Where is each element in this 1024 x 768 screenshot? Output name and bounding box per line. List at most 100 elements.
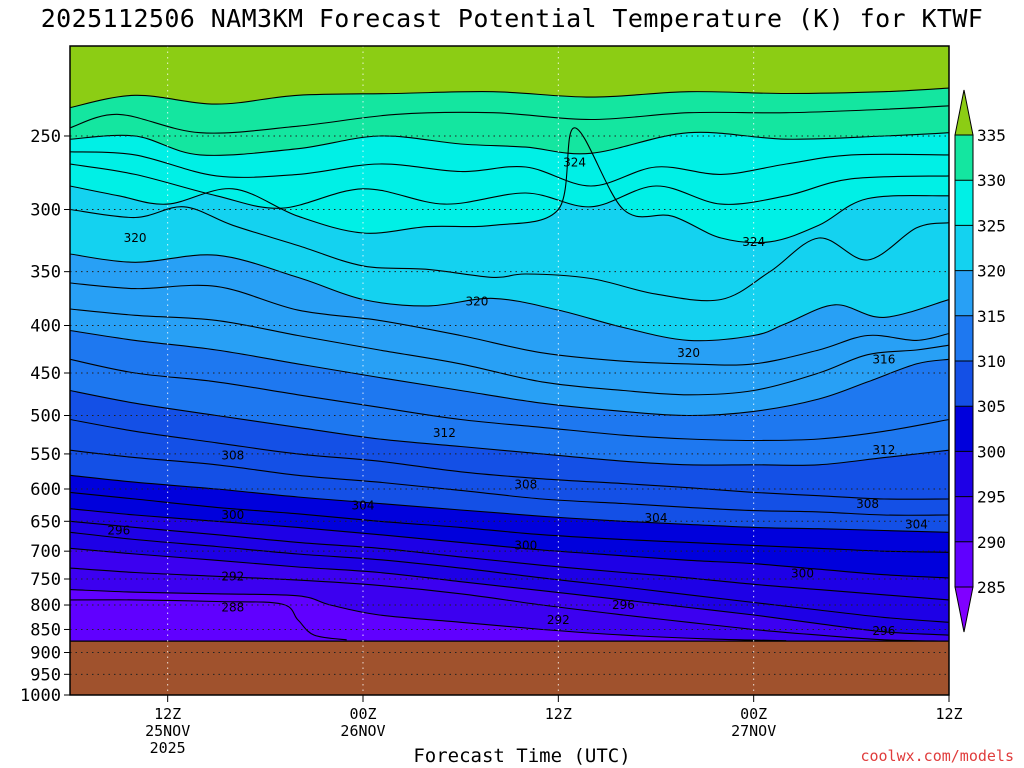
colorbar-label: 310 [977, 352, 1006, 371]
contour-label-312: 312 [433, 426, 456, 440]
contour-label-296: 296 [612, 598, 635, 612]
contour-label-300: 300 [221, 508, 244, 522]
colorbar-segment [955, 383, 973, 407]
contour-302 [70, 491, 949, 553]
colorbar-segment [955, 541, 973, 565]
contour-label-320: 320 [677, 346, 700, 360]
y-tick-label: 550 [30, 445, 61, 465]
contour-330 [70, 131, 949, 156]
x-tick-label: 25NOV [145, 722, 190, 740]
y-tick-label: 1000 [20, 686, 61, 706]
colorbar-segment [955, 248, 973, 272]
credit-link[interactable]: coolwx.com/models [860, 747, 1014, 765]
colorbar-high-arrow [954, 89, 974, 136]
x-tick-label: 00Z [349, 705, 376, 723]
chart-title: 2025112506 NAM3KM Forecast Potential Tem… [40, 4, 984, 33]
y-tick-label: 450 [30, 364, 61, 384]
contour-label-308: 308 [856, 497, 879, 511]
x-axis-label: Forecast Time (UTC) [413, 745, 631, 767]
colorbar-segment [955, 225, 973, 249]
colorbar-segment [955, 157, 973, 181]
contour-label-324: 324 [742, 235, 765, 249]
y-tick-label: 350 [30, 263, 61, 283]
colorbar-label: 330 [977, 171, 1006, 190]
colorbar-segment [955, 496, 973, 520]
contour-320 [70, 253, 949, 342]
y-tick-label: 600 [30, 480, 61, 500]
y-tick-label: 900 [30, 644, 61, 664]
y-tick-label: 250 [30, 127, 61, 147]
colorbar-segment [955, 270, 973, 294]
y-tick-label: 500 [30, 406, 61, 426]
contour-308 [70, 418, 949, 500]
contour-label-308: 308 [514, 477, 537, 491]
contour-296 [70, 531, 949, 623]
contour-label-308: 308 [221, 448, 244, 462]
x-tick-label: 26NOV [340, 722, 385, 740]
colorbar-segment [955, 202, 973, 226]
colorbar-label: 290 [977, 533, 1006, 552]
colorbar-label: 300 [977, 442, 1006, 461]
contour-label-296: 296 [872, 624, 895, 638]
contour-332 [70, 105, 949, 134]
contour-label-292: 292 [221, 569, 244, 583]
colorbar-label: 285 [977, 578, 1006, 597]
colorbar-segment [955, 315, 973, 339]
colorbar-segment [955, 293, 973, 317]
contour-label-292: 292 [547, 613, 570, 627]
colorbar-segment [955, 428, 973, 452]
grid-lines [70, 46, 949, 695]
colorbar-segment [955, 519, 973, 543]
y-tick-label: 950 [30, 665, 61, 685]
colorbar-label: 295 [977, 488, 1006, 507]
contour-label-304: 304 [905, 517, 928, 531]
contour-314 [70, 329, 949, 417]
contour-328 [70, 151, 949, 187]
colorbar-segment [955, 338, 973, 362]
y-tick-label: 400 [30, 317, 61, 337]
band-334 [70, 46, 949, 108]
colorbar-segment [955, 474, 973, 498]
contour-label-304: 304 [645, 511, 668, 525]
contour-294 [70, 547, 949, 636]
colorbar-label: 305 [977, 397, 1006, 416]
colorbar-label: 325 [977, 216, 1006, 235]
contour-292 [70, 567, 949, 642]
contour-290 [70, 589, 787, 642]
x-tick-label: 12Z [154, 705, 181, 723]
x-tick-label: 27NOV [731, 722, 776, 740]
plot-frame [69, 45, 950, 696]
colorbar-segment [955, 564, 973, 588]
contour-288 [70, 599, 347, 641]
colorbar-segment [955, 180, 973, 204]
contour-334 [70, 87, 949, 109]
y-tick-label: 650 [30, 512, 61, 532]
contour-310 [70, 389, 949, 466]
contour-lines [70, 87, 949, 642]
colorbar-segment [955, 406, 973, 430]
contour-label-320: 320 [124, 231, 147, 245]
contour-298 [70, 520, 949, 601]
ground-fill [70, 641, 949, 695]
contour-300 [70, 508, 949, 579]
contour-labels: 324 324 320 320 320 316 312 312 308 308 308 304 304 3… [107, 156, 928, 638]
filled-contours [70, 46, 949, 695]
colorbar-label: 315 [977, 307, 1006, 326]
contour-304 [70, 474, 949, 533]
contour-label-300: 300 [791, 567, 814, 581]
contour-316 [70, 308, 949, 396]
colorbar-segment [955, 451, 973, 475]
colorbar-label: 320 [977, 262, 1006, 281]
y-tick-label: 850 [30, 620, 61, 640]
ground-mask [70, 640, 949, 695]
colorbar-label: 335 [977, 126, 1006, 145]
contour-label-296: 296 [107, 523, 130, 537]
y-tick-label: 800 [30, 596, 61, 616]
y-tick-label: 750 [30, 570, 61, 590]
y-tick-label: 300 [30, 201, 61, 221]
contour-324 [70, 127, 949, 244]
contour-306 [70, 449, 949, 516]
colorbar-low-arrow [954, 586, 974, 633]
